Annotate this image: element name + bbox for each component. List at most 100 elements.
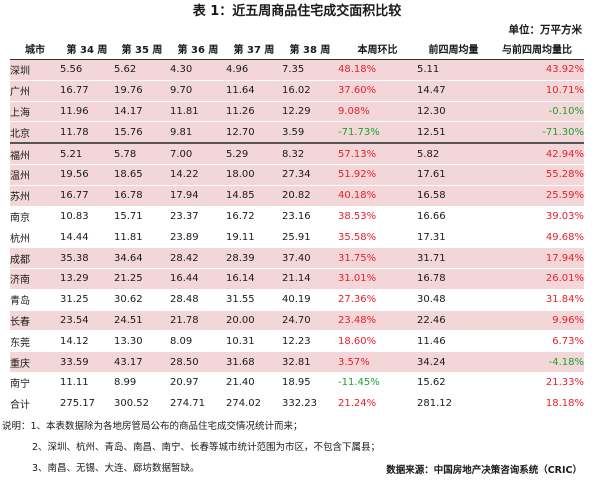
column-header-week-37: 第 37 周 [226, 38, 282, 60]
cell-week-38: 37.40 [282, 247, 338, 269]
cell-vs-avg4: -0.10% [490, 101, 584, 123]
table-row: 深圳 5.56 5.62 4.30 4.96 7.35 48.18% 5.11 43.92% [10, 59, 584, 81]
cell-vs-avg4: 43.92% [490, 59, 584, 81]
cell-avg4: 31.71 [417, 247, 490, 269]
note-line: 说明：1、本表数据除为各地房管局公布的商品住宅成交情况统计而来； [2, 421, 303, 432]
cell-avg4: 11.46 [417, 330, 490, 353]
cell-week-34: 31.25 [60, 289, 114, 311]
cell-week-34: 11.96 [60, 101, 114, 123]
cell-week-35: 15.71 [114, 206, 170, 228]
cell-week-35: 30.62 [114, 289, 170, 311]
cell-week-37: 31.68 [226, 351, 282, 373]
cell-week-38: 21.14 [282, 268, 338, 290]
cell-avg4: 34.24 [417, 351, 490, 373]
cell-week-35: 5.78 [114, 143, 170, 165]
note-line: 3、南昌、无锡、大连、廊坊数据暂缺。 [32, 463, 200, 474]
cell-week-37: 14.85 [226, 185, 282, 207]
cell-week-38: 24.70 [282, 310, 338, 332]
cell-city: 济南 [10, 268, 60, 290]
table-row: 北京 11.78 15.76 9.81 12.70 3.59 -71.73% 12.51 -71… [10, 121, 584, 145]
column-header-vs-avg4: 与前四周均量比 [490, 38, 584, 60]
cell-week-36: 4.30 [170, 59, 226, 81]
cell-week-34: 10.83 [60, 206, 114, 228]
cell-week-34: 13.29 [60, 268, 114, 290]
cell-week-36: 21.78 [170, 310, 226, 332]
cell-city: 东莞 [10, 330, 60, 353]
cell-week-35: 11.81 [114, 226, 170, 249]
cell-avg4: 14.47 [417, 80, 490, 102]
cell-city: 深圳 [10, 59, 60, 81]
cell-wow: 31.75% [338, 247, 417, 269]
column-header-wow: 本周环比 [338, 38, 417, 60]
cell-week-36: 11.81 [170, 101, 226, 123]
cell-week-34: 11.78 [60, 121, 114, 145]
cell-week-38: 16.02 [282, 80, 338, 102]
cell-wow: 31.01% [338, 268, 417, 290]
cell-week-34: 16.77 [60, 185, 114, 207]
cell-week-36: 20.97 [170, 372, 226, 394]
cell-week-35: 34.64 [114, 247, 170, 269]
cell-week-35: 5.62 [114, 59, 170, 81]
cell-city: 重庆 [10, 351, 60, 373]
cell-week-38: 27.34 [282, 164, 338, 186]
table-row: 长春 23.54 24.51 21.78 20.00 24.70 23.48% 22.46 9.… [10, 310, 584, 332]
cell-week-35: 19.76 [114, 80, 170, 102]
cell-vs-avg4: 10.71% [490, 80, 584, 102]
cell-week-37: 16.72 [226, 206, 282, 228]
cell-vs-avg4: 31.84% [490, 289, 584, 311]
cell-city: 北京 [10, 121, 60, 145]
transaction-table: 城市 第 34 周 第 35 周 第 36 周 第 37 周 第 38 周 本周… [10, 38, 584, 415]
table-row: 成都 35.38 34.64 28.42 28.39 37.40 31.75% 31.71 17… [10, 247, 584, 269]
cell-week-37: 4.96 [226, 59, 282, 81]
total-avg4: 281.12 [417, 392, 490, 415]
column-header-week-34: 第 34 周 [60, 38, 114, 60]
table-row: 南宁 11.11 8.99 20.97 21.40 18.95 -11.45% 15.62 21… [10, 372, 584, 394]
cell-week-37: 10.31 [226, 330, 282, 353]
cell-week-37: 19.11 [226, 226, 282, 249]
cell-week-37: 31.55 [226, 289, 282, 311]
table-row: 东莞 14.12 13.30 8.09 10.31 12.23 18.60% 11.46 6.7… [10, 330, 584, 353]
cell-week-35: 21.25 [114, 268, 170, 290]
cell-week-38: 7.35 [282, 59, 338, 81]
cell-vs-avg4: -71.30% [490, 121, 584, 145]
table-row: 福州 5.21 5.78 7.00 5.29 8.32 57.13% 5.82 42.94% [10, 143, 584, 165]
cell-avg4: 12.30 [417, 101, 490, 123]
cell-city: 福州 [10, 143, 60, 165]
cell-avg4: 17.61 [417, 164, 490, 186]
cell-week-38: 18.95 [282, 372, 338, 394]
cell-vs-avg4: 39.03% [490, 206, 584, 228]
cell-week-37: 5.29 [226, 143, 282, 165]
cell-week-36: 17.94 [170, 185, 226, 207]
cell-avg4: 15.62 [417, 372, 490, 394]
cell-week-38: 40.19 [282, 289, 338, 311]
cell-avg4: 17.31 [417, 226, 490, 249]
cell-week-38: 32.81 [282, 351, 338, 373]
cell-city: 成都 [10, 247, 60, 269]
cell-week-34: 16.77 [60, 80, 114, 102]
cell-wow: 37.60% [338, 80, 417, 102]
cell-city: 南宁 [10, 372, 60, 394]
cell-wow: -11.45% [338, 372, 417, 394]
unit-label: 单位：万平方米 [508, 24, 583, 36]
cell-wow: -71.73% [338, 121, 417, 145]
cell-wow: 35.58% [338, 226, 417, 249]
cell-wow: 23.48% [338, 310, 417, 332]
cell-vs-avg4: -4.18% [490, 351, 584, 373]
cell-vs-avg4: 21.33% [490, 372, 584, 394]
cell-city: 广州 [10, 80, 60, 102]
cell-wow: 38.53% [338, 206, 417, 228]
table-title: 表 1：近五周商品住宅成交面积比较 [192, 4, 402, 19]
cell-city: 苏州 [10, 185, 60, 207]
cell-vs-avg4: 25.59% [490, 185, 584, 207]
cell-avg4: 22.46 [417, 310, 490, 332]
cell-week-36: 28.48 [170, 289, 226, 311]
cell-week-38: 3.59 [282, 121, 338, 145]
cell-vs-avg4: 17.94% [490, 247, 584, 269]
cell-vs-avg4: 42.94% [490, 143, 584, 165]
total-week-38: 332.23 [282, 392, 338, 415]
cell-week-34: 19.56 [60, 164, 114, 186]
cell-vs-avg4: 6.73% [490, 330, 584, 353]
table-row: 青岛 31.25 30.62 28.48 31.55 40.19 27.36% 30.48 31… [10, 289, 584, 311]
total-week-36: 274.71 [170, 392, 226, 415]
cell-week-36: 28.42 [170, 247, 226, 269]
